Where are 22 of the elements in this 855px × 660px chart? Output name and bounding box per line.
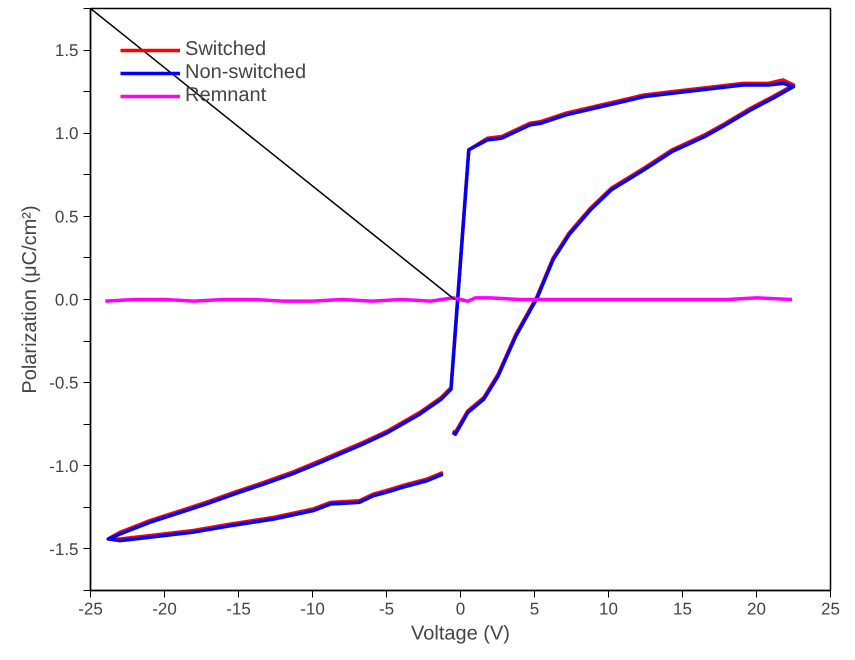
- y-tick-label: 1.5: [54, 41, 79, 60]
- x-tick-label: 20: [747, 600, 766, 618]
- legend-label: Switched: [185, 38, 266, 61]
- y-tick-label: -0.5: [49, 374, 79, 393]
- x-tick-label: -5: [378, 600, 394, 618]
- x-tick-label: 25: [821, 600, 840, 618]
- x-tick-label: -20: [152, 600, 177, 618]
- x-axis-title: Voltage (V): [411, 622, 510, 644]
- x-tick-label: -10: [300, 600, 325, 618]
- x-tick-label: -25: [78, 600, 103, 618]
- x-tick-label: 0: [456, 600, 466, 618]
- y-tick-label: 0.0: [54, 290, 79, 310]
- y-tick-label: -1.5: [49, 540, 79, 559]
- x-tick-label: 5: [530, 600, 540, 618]
- y-tick-label: 1.0: [54, 124, 79, 144]
- legend-label: Non-switched: [185, 61, 306, 84]
- y-tick-label: 0.5: [54, 207, 79, 226]
- x-tick-label: -15: [226, 600, 251, 618]
- y-tick-label: -1.0: [49, 456, 79, 476]
- y-axis-title: Polarization (μC/cm²): [19, 205, 42, 394]
- x-tick-label: 15: [673, 600, 692, 618]
- x-tick-label: 10: [599, 600, 618, 618]
